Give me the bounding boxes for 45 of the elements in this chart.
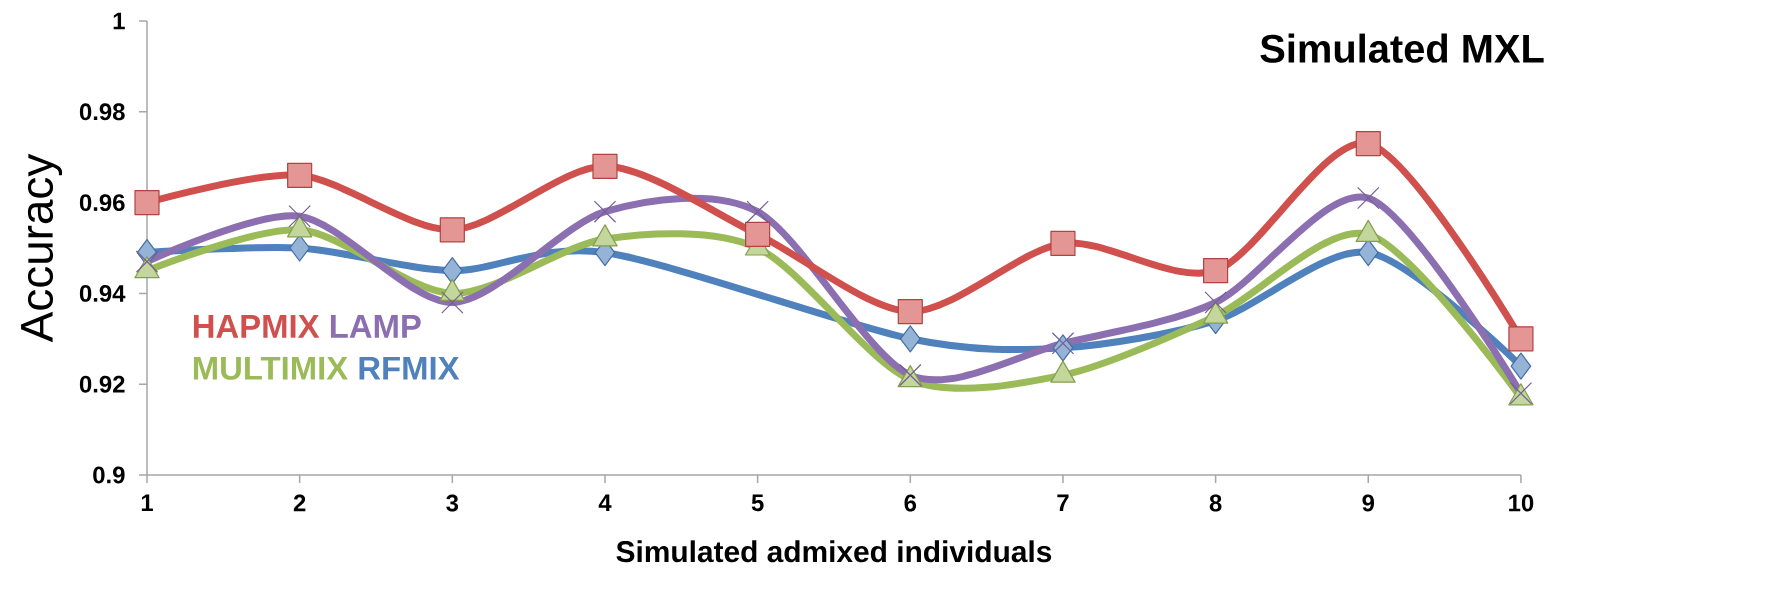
point bbox=[135, 250, 159, 273]
x-tick-label: 7 bbox=[1057, 494, 1069, 511]
y-tick-label: 0.9 bbox=[93, 466, 125, 484]
point bbox=[1510, 352, 1532, 380]
point bbox=[593, 200, 617, 223]
x-tick-label: 6 bbox=[904, 494, 917, 512]
y-axis-title: Accuracy bbox=[21, 153, 63, 343]
point bbox=[134, 190, 160, 216]
point bbox=[1357, 186, 1380, 210]
point bbox=[441, 291, 464, 314]
point bbox=[745, 221, 771, 247]
y-tick-label: 0.94 bbox=[79, 284, 126, 302]
x-tick-label: 5 bbox=[751, 494, 764, 512]
point bbox=[289, 234, 311, 262]
point bbox=[441, 257, 463, 285]
x-tick-label: 2 bbox=[293, 494, 306, 512]
point bbox=[897, 298, 923, 325]
point bbox=[1050, 230, 1076, 257]
y-tick-label: 0.96 bbox=[79, 194, 125, 212]
point bbox=[1204, 291, 1227, 314]
text: HAPMIX bbox=[193, 315, 320, 338]
text: MULTIMIX bbox=[193, 356, 348, 380]
point bbox=[1051, 332, 1075, 355]
x-tick-label: 1 bbox=[141, 494, 153, 511]
point bbox=[288, 205, 311, 228]
x-tick-label: 10 bbox=[1509, 494, 1534, 512]
text: RFMIX bbox=[359, 356, 460, 380]
point bbox=[746, 200, 769, 223]
x-tick-label: 4 bbox=[598, 494, 612, 511]
series-label: LAMP bbox=[330, 315, 421, 338]
chart-title: Simulated MXL bbox=[1260, 33, 1544, 63]
x-tick-label: 3 bbox=[446, 494, 459, 512]
x-axis-title: Simulated admixed individuals bbox=[616, 540, 1052, 563]
x-tick-label: 9 bbox=[1362, 494, 1375, 512]
point bbox=[1203, 258, 1229, 284]
point bbox=[1355, 130, 1381, 157]
point bbox=[1508, 326, 1534, 352]
point bbox=[287, 162, 313, 188]
y-tick-label: 0.92 bbox=[79, 375, 125, 393]
point bbox=[439, 217, 465, 243]
y-tick-label: 0.98 bbox=[79, 103, 125, 121]
point bbox=[899, 325, 921, 353]
point bbox=[592, 153, 618, 179]
y-tick-label: 1 bbox=[113, 12, 125, 30]
x-tick-label: 8 bbox=[1209, 494, 1222, 512]
